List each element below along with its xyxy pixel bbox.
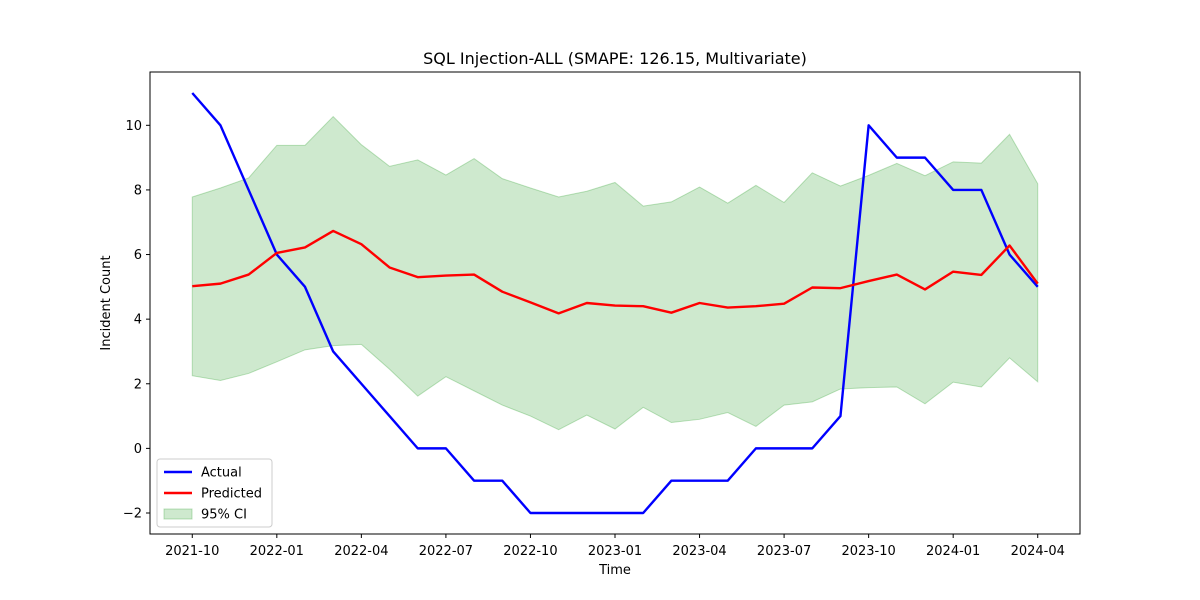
x-tick-label: 2022-01 <box>250 544 304 559</box>
y-axis-label: Incident Count <box>99 255 114 350</box>
x-tick-label: 2023-01 <box>588 544 642 559</box>
y-tick-label: 4 <box>134 313 142 328</box>
series-line-predicted <box>192 229 1039 315</box>
x-tick-label: 2022-07 <box>419 544 473 559</box>
y-tick-label: 2 <box>134 377 142 392</box>
y-tick-label: 10 <box>125 119 142 134</box>
x-tick-label: 2024-01 <box>926 544 980 559</box>
y-tick-label: 8 <box>134 183 142 198</box>
plot-area: −2 0 2 4 6 8 10 2021-10 2022-01 2022-04 2022-07 202… <box>123 71 1081 559</box>
y-tick-label: 0 <box>134 442 142 457</box>
x-tick-label: 2022-10 <box>503 544 557 559</box>
x-tick-label: 2021-10 <box>165 544 219 559</box>
ci-band <box>191 115 1039 431</box>
x-tick-label: 2023-04 <box>672 544 726 559</box>
legend: Actual Predicted 95% CI <box>156 458 273 528</box>
legend-label-predicted: Predicted <box>201 487 262 502</box>
x-tick-label: 2023-07 <box>757 544 811 559</box>
x-axis-label: Time <box>598 563 631 578</box>
legend-label-ci: 95% CI <box>201 508 247 523</box>
y-tick-label: −2 <box>123 507 142 522</box>
x-tick-label: 2024-04 <box>1011 544 1065 559</box>
x-tick-label: 2022-04 <box>334 544 388 559</box>
legend-box <box>156 458 273 528</box>
x-tick-label: 2023-10 <box>841 544 895 559</box>
series-line-actual <box>191 92 1039 515</box>
legend-label-actual: Actual <box>201 466 242 481</box>
y-tick-label: 6 <box>134 248 142 263</box>
chart-title: SQL Injection-ALL (SMAPE: 126.15, Multiv… <box>423 49 807 68</box>
legend-swatch-ci <box>163 508 193 520</box>
